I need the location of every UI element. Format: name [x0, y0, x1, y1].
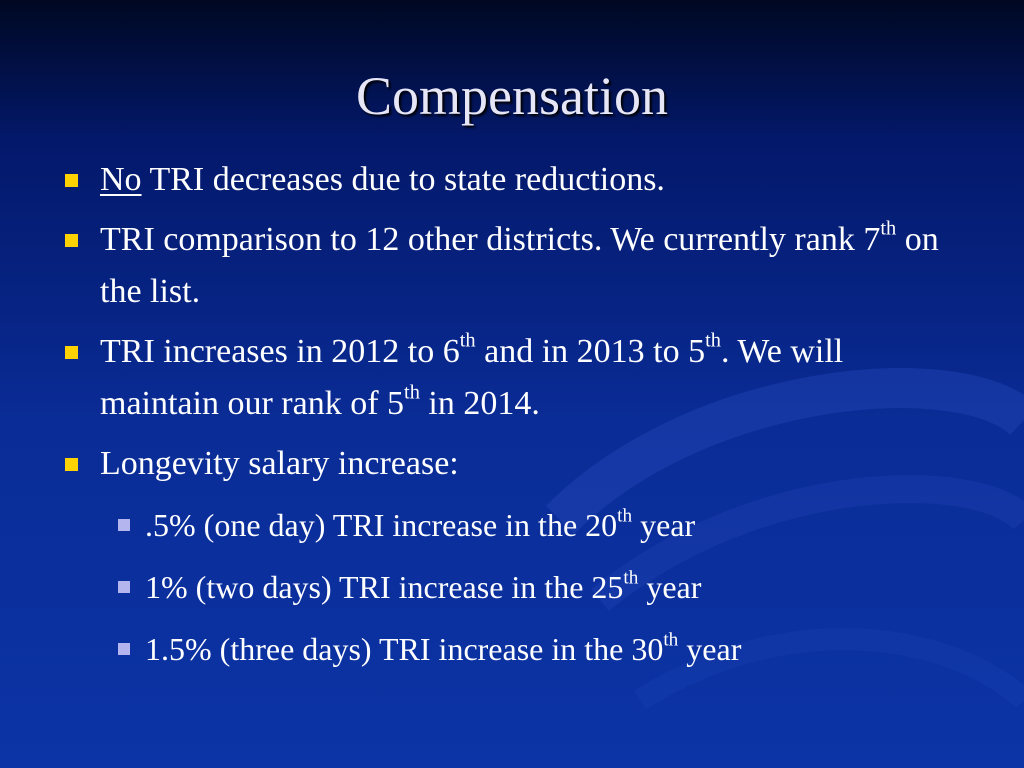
bullet-text: 1% (two days) TRI increase in the 25	[145, 569, 624, 605]
bullet-text: Longevity salary increase:	[100, 445, 459, 482]
superscript: th	[459, 329, 476, 352]
superscript: th	[404, 381, 420, 404]
superscript: th	[705, 329, 721, 352]
bullet: No TRI decreases due to state reductions…	[65, 154, 970, 206]
bullet-text: on the list.	[100, 221, 939, 310]
bullet-text: year	[638, 569, 702, 605]
bullet-text: 1.5% (three days) TRI increase in the 30	[145, 631, 664, 667]
swirl	[545, 368, 1024, 535]
bullet-text: year	[678, 631, 742, 667]
bullet-text: and in 2013 to 5	[475, 333, 706, 370]
bullet-text: year	[632, 507, 696, 543]
bullet-text: TRI increases in 2012 to 6	[100, 333, 460, 370]
bullet-marker	[118, 519, 130, 531]
bullet-text: .5% (one day) TRI increase in the 20	[145, 507, 618, 543]
bullet-text: TRI decreases due to state reductions.	[141, 161, 665, 198]
bullet: TRI comparison to 12 other districts. We…	[65, 214, 970, 318]
bullet-text: TRI comparison to 12 other districts. We…	[100, 221, 881, 258]
bullet: TRI increases in 2012 to 6th and in 2013…	[65, 326, 970, 430]
swirl	[591, 475, 1024, 611]
superscript: th	[880, 217, 897, 240]
slide-title: Compensation	[356, 66, 668, 126]
sub-bullet: .5% (one day) TRI increase in the 20th y…	[118, 499, 975, 551]
bullet-marker	[65, 346, 78, 359]
bullet-marker	[65, 234, 78, 247]
bullet-marker	[65, 458, 78, 471]
bullet-text: No	[100, 161, 142, 198]
superscript: th	[663, 629, 679, 651]
bullet-marker	[65, 174, 78, 187]
bullet: Longevity salary increase:	[65, 438, 970, 490]
bullet-text: in 2014.	[419, 385, 540, 422]
bullet-marker	[118, 643, 130, 655]
sub-bullet: 1.5% (three days) TRI increase in the 30…	[118, 623, 975, 675]
superscript: th	[623, 567, 639, 589]
bullet-marker	[118, 581, 130, 593]
superscript: th	[617, 505, 633, 527]
swirl	[634, 628, 1024, 710]
sub-bullet: 1% (two days) TRI increase in the 25th y…	[118, 561, 975, 613]
bullet-text: . We will maintain our rank of 5	[100, 333, 844, 422]
